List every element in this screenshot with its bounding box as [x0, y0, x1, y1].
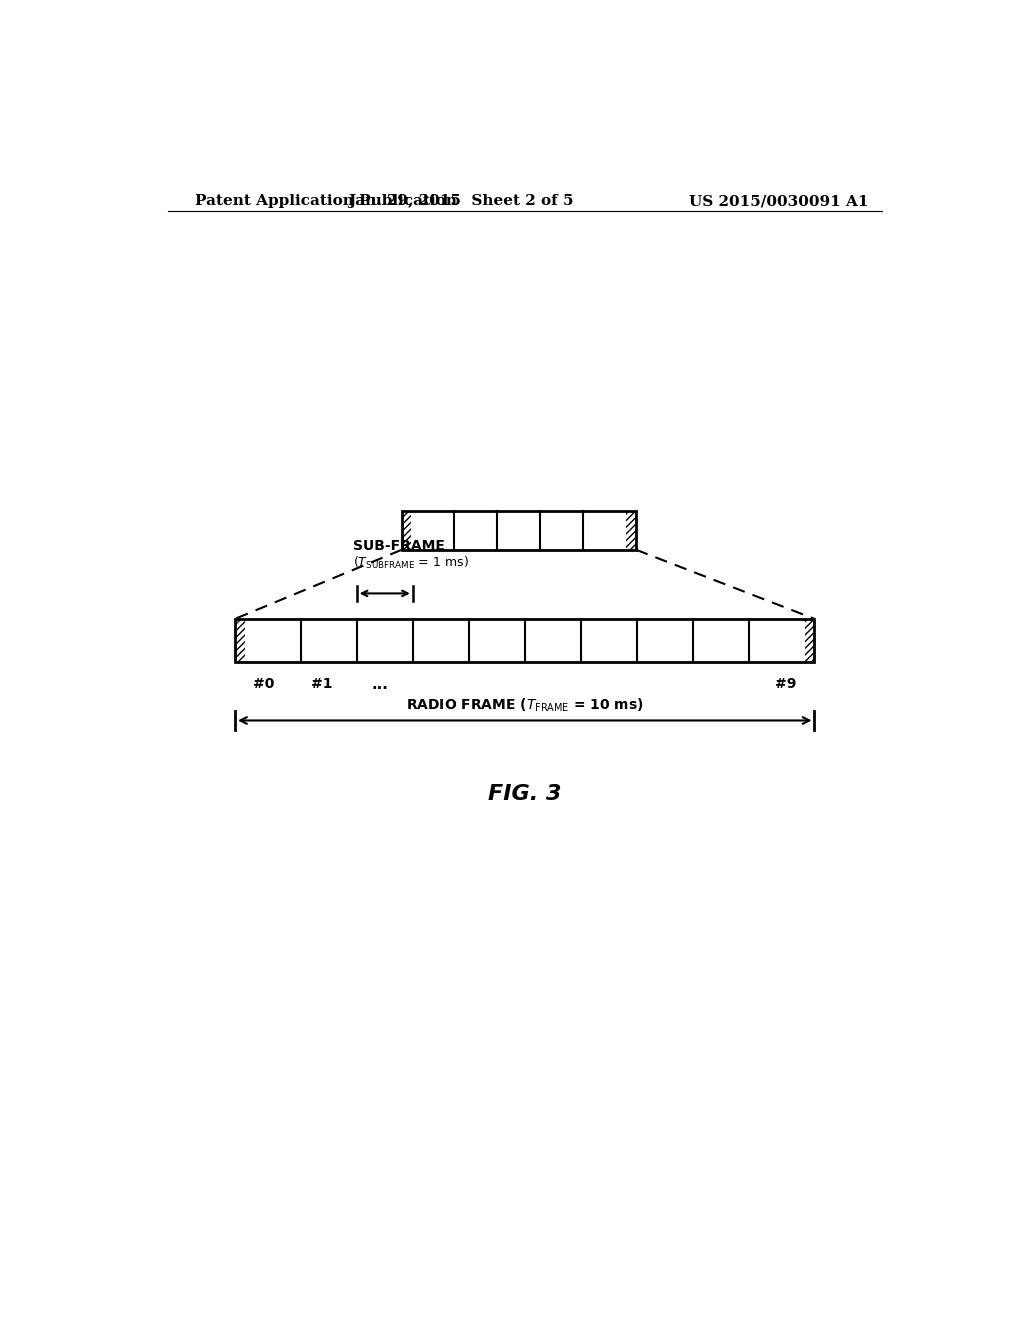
Text: #9: #9 [775, 677, 797, 690]
Text: RADIO FRAME ($T_{\mathsf{FRAME}}$ = 10 ms): RADIO FRAME ($T_{\mathsf{FRAME}}$ = 10 m… [406, 697, 644, 714]
Text: US 2015/0030091 A1: US 2015/0030091 A1 [689, 194, 868, 209]
Bar [401, 511, 636, 549]
Text: Patent Application Publication: Patent Application Publication [196, 194, 458, 209]
Text: ($T_{\mathsf{SUBFRAME}}$ = 1 ms): ($T_{\mathsf{SUBFRAME}}$ = 1 ms) [352, 554, 469, 572]
Text: Jan. 29, 2015  Sheet 2 of 5: Jan. 29, 2015 Sheet 2 of 5 [348, 194, 574, 209]
Text: ...: ... [372, 677, 388, 692]
Text: FIG. 3: FIG. 3 [488, 784, 561, 804]
Bar [805, 619, 814, 661]
Text: SUB-FRAME: SUB-FRAME [352, 539, 444, 553]
Bar [401, 511, 412, 549]
Bar [627, 511, 636, 549]
Bar [236, 619, 245, 661]
Bar [236, 619, 814, 661]
Text: #1: #1 [311, 677, 333, 690]
Text: #0: #0 [253, 677, 274, 690]
